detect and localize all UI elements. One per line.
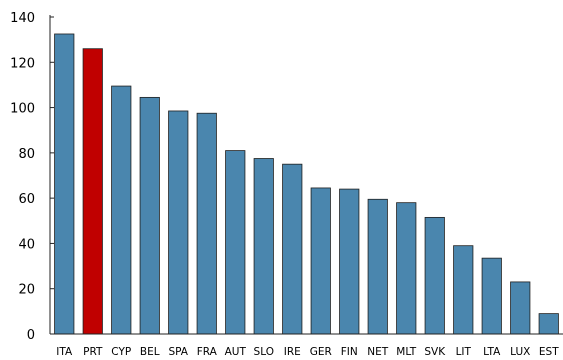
x-tick-label-fra: FRA [197, 346, 218, 358]
bar-net [367, 198, 388, 335]
x-tick-label-slo: SLO [254, 346, 274, 358]
x-tick-label-lit: LIT [456, 346, 472, 358]
bar-fin [339, 188, 360, 335]
bar-svk [424, 216, 445, 335]
bar-ita [54, 33, 75, 335]
bar-mlt [396, 202, 417, 335]
x-tick-label-cyp: CYP [111, 346, 131, 358]
y-tick-label-80: 80 [18, 147, 35, 162]
bar-lit [453, 245, 474, 335]
labels-layer: ITA PRT CYP BEL SPA FRA AUT SLO IRE GER FIN NET MLT S… [10, 11, 559, 358]
x-tick-label-est: EST [539, 346, 559, 358]
bar-lta [481, 257, 502, 335]
x-tick-label-bel: BEL [140, 346, 160, 358]
y-tick-label-60: 60 [18, 192, 35, 207]
bar-est [538, 313, 559, 335]
x-tick-label-ger: GER [310, 346, 332, 358]
y-tick-label-40: 40 [18, 237, 35, 252]
bar-ire [282, 163, 303, 335]
bar-fra [196, 112, 217, 335]
x-tick-label-net: NET [367, 346, 388, 358]
axis-layer [49, 15, 563, 335]
y-tick-label-20: 20 [18, 283, 35, 298]
x-tick-label-ita: ITA [56, 346, 73, 358]
y-tick-label-120: 120 [10, 56, 35, 71]
x-tick-label-spa: SPA [168, 346, 188, 358]
y-tick-label-0: 0 [27, 328, 35, 343]
bar-cyp [111, 85, 132, 335]
bars-layer [54, 33, 559, 335]
bar-prt [82, 48, 103, 335]
y-tick-label-100: 100 [10, 102, 35, 117]
bar-aut [225, 150, 246, 335]
y-tick-label-140: 140 [10, 11, 35, 26]
x-tick-label-svk: SVK [424, 346, 446, 358]
x-tick-label-fin: FIN [341, 346, 358, 358]
bar-bel [139, 96, 160, 335]
bar-lux [510, 281, 531, 335]
x-tick-label-mlt: MLT [396, 346, 416, 358]
x-tick-label-lux: LUX [510, 346, 530, 358]
x-tick-label-lta: LTA [483, 346, 501, 358]
bar-slo [253, 158, 274, 335]
x-tick-label-aut: AUT [225, 346, 247, 358]
x-tick-label-ire: IRE [284, 346, 301, 358]
x-tick-label-prt: PRT [83, 346, 103, 358]
bar-ger [310, 187, 331, 335]
bar-spa [168, 110, 189, 335]
